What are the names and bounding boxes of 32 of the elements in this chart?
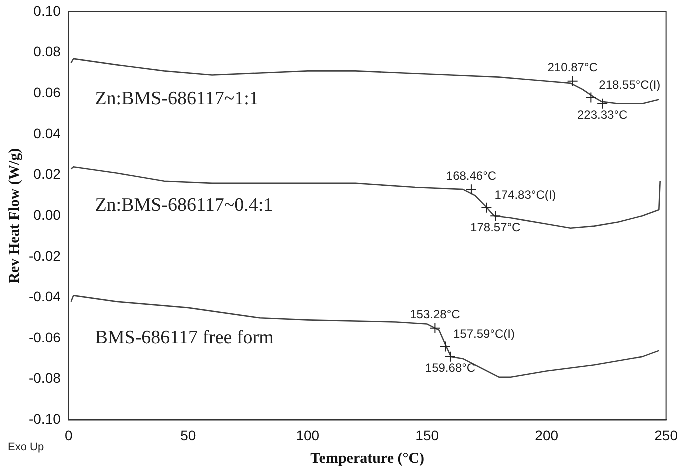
annotation: 168.46°C [446, 168, 497, 183]
y-tick-label: 0.02 [34, 166, 62, 182]
text: Exo Up [8, 442, 44, 454]
y-axis-title: Rev Heat Flow (W/g) [6, 148, 23, 284]
x-tick-label: 100 [296, 427, 320, 444]
annotation: 218.55°C(I) [599, 78, 661, 92]
x-tick-label: 150 [416, 427, 440, 444]
y-tick-label: -0.02 [28, 248, 62, 264]
x-tick-label: 250 [654, 427, 678, 444]
y-tick-label: -0.08 [28, 370, 62, 386]
annotation: 157.59°C(I) [453, 327, 515, 342]
x-tick-label: 0 [65, 427, 74, 444]
y-tick-label: -0.06 [28, 329, 62, 346]
annotation: 153.28°C [410, 308, 461, 322]
y-tick-label: -0.10 [28, 411, 62, 428]
y-tick-label: 0.04 [34, 125, 62, 142]
y-tick-label: 0.08 [34, 44, 62, 60]
annotation: 159.68°C [425, 361, 476, 376]
series-label: Zn:BMS-686117~1:1 [95, 88, 259, 110]
y-tick-label: -0.04 [28, 288, 62, 305]
annotation: 223.33°C [578, 108, 628, 122]
annotation: 210.87°C [548, 60, 598, 75]
series-label: BMS-686117 free form [95, 328, 274, 349]
series-label: Zn:BMS-686117~0.4:1 [95, 194, 274, 216]
annotation: 178.57°C [470, 220, 522, 234]
y-tick-label: 0.06 [34, 84, 62, 100]
annotation: 174.83°C(I) [494, 188, 556, 202]
x-axis-title: Temperature (°C) [310, 450, 425, 467]
y-tick-label: 0.10 [34, 2, 62, 19]
y-tick-label: 0.00 [34, 206, 62, 223]
x-tick-label: 50 [180, 427, 196, 444]
x-tick-label: 200 [535, 427, 559, 444]
